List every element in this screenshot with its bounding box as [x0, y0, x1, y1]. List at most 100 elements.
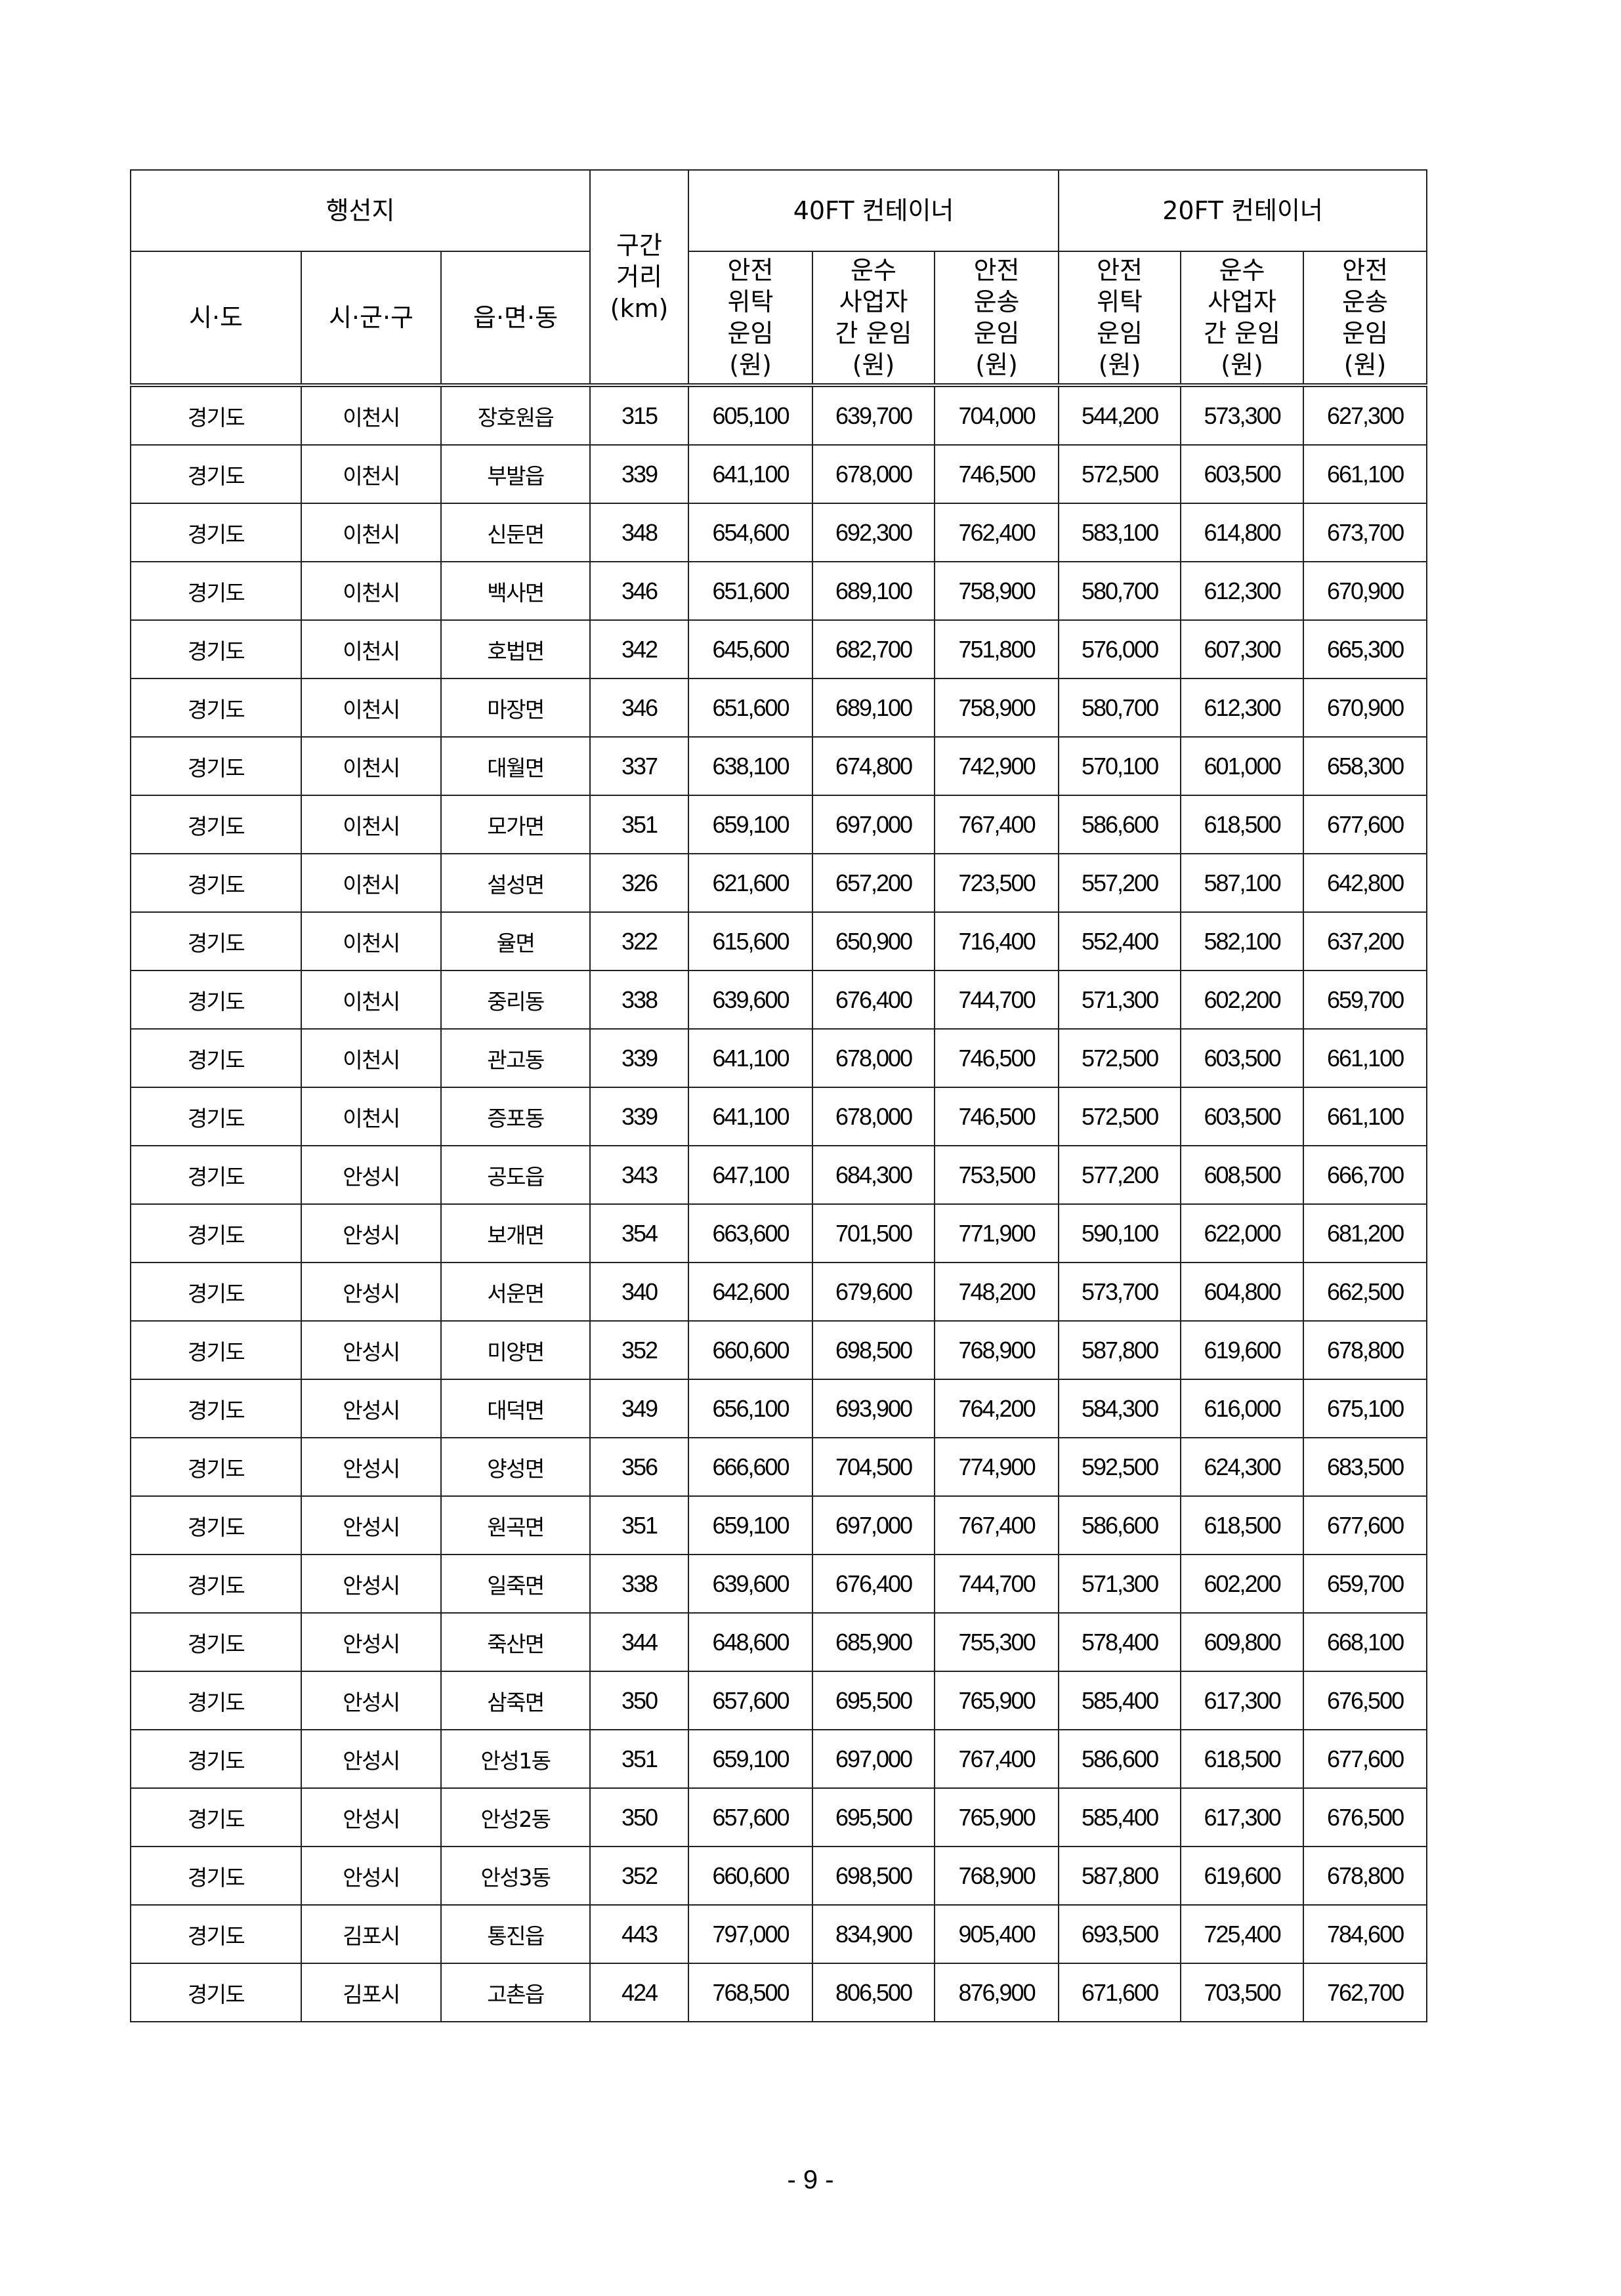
cell-sigungu: 이천시 — [301, 853, 442, 913]
freight-rate-table: 행선지 구간 거리 (km) 40FT 컨테이너 20FT 컨테이너 시·도 시… — [129, 169, 1428, 2022]
cell-sigungu: 이천시 — [301, 444, 442, 504]
cell-distance: 352 — [589, 1846, 690, 1906]
cell-20ft-carrier-between: 602,200 — [1180, 1554, 1305, 1614]
cell-40ft-safety-consign: 621,600 — [688, 853, 814, 913]
cell-20ft-safety-consign: 592,500 — [1058, 1437, 1182, 1497]
cell-40ft-safety-transport: 753,500 — [934, 1145, 1060, 1205]
cell-20ft-carrier-between: 607,300 — [1180, 619, 1305, 679]
cell-20ft-safety-consign: 585,400 — [1058, 1671, 1182, 1730]
cell-20ft-carrier-between: 617,300 — [1180, 1787, 1305, 1847]
cell-40ft-carrier-between: 693,900 — [812, 1379, 936, 1438]
table-row: 경기도 안성시 양성면 356 666,600 704,500 774,900 592,500… — [130, 1437, 1428, 1497]
cell-40ft-safety-consign: 656,100 — [688, 1379, 814, 1438]
cell-20ft-safety-transport: 675,100 — [1303, 1379, 1428, 1438]
cell-40ft-safety-transport: 755,300 — [934, 1612, 1060, 1672]
cell-20ft-safety-transport: 677,600 — [1303, 795, 1428, 854]
page-number: - 9 - — [787, 2165, 834, 2194]
cell-40ft-carrier-between: 704,500 — [812, 1437, 936, 1497]
cell-40ft-carrier-between: 678,000 — [812, 1028, 936, 1088]
cell-40ft-safety-consign: 645,600 — [688, 619, 814, 679]
cell-40ft-safety-transport: 768,900 — [934, 1320, 1060, 1380]
cell-40ft-safety-transport: 744,700 — [934, 970, 1060, 1030]
header-eupmyeondong: 읍·면·동 — [440, 251, 591, 387]
cell-sido: 경기도 — [130, 1028, 302, 1088]
cell-40ft-carrier-between: 701,500 — [812, 1203, 936, 1263]
cell-distance: 354 — [589, 1203, 690, 1263]
cell-sido: 경기도 — [130, 1554, 302, 1614]
cell-20ft-carrier-between: 725,400 — [1180, 1904, 1305, 1964]
cell-sigungu: 안성시 — [301, 1437, 442, 1497]
table-row: 경기도 이천시 율면 322 615,600 650,900 716,400 552,400 5… — [130, 911, 1428, 971]
cell-eupmyeondong: 통진읍 — [440, 1904, 591, 1964]
cell-eupmyeondong: 장호원읍 — [440, 385, 591, 446]
cell-40ft-safety-transport: 765,900 — [934, 1787, 1060, 1847]
cell-eupmyeondong: 공도읍 — [440, 1145, 591, 1205]
cell-eupmyeondong: 모가면 — [440, 795, 591, 854]
cell-40ft-safety-transport: 744,700 — [934, 1554, 1060, 1614]
cell-20ft-safety-transport: 762,700 — [1303, 1963, 1428, 2022]
cell-40ft-safety-transport: 723,500 — [934, 853, 1060, 913]
cell-sigungu: 안성시 — [301, 1203, 442, 1263]
cell-20ft-carrier-between: 603,500 — [1180, 444, 1305, 504]
cell-40ft-carrier-between: 674,800 — [812, 736, 936, 796]
cell-sido: 경기도 — [130, 1145, 302, 1205]
cell-20ft-safety-transport: 676,500 — [1303, 1787, 1428, 1847]
cell-20ft-safety-consign: 578,400 — [1058, 1612, 1182, 1672]
cell-sigungu: 이천시 — [301, 619, 442, 679]
table-row: 경기도 김포시 고촌읍 424 768,500 806,500 876,900 671,600… — [130, 1963, 1428, 2022]
cell-distance: 339 — [589, 1087, 690, 1146]
cell-distance: 337 — [589, 736, 690, 796]
cell-20ft-safety-consign: 572,500 — [1058, 444, 1182, 504]
cell-sido: 경기도 — [130, 970, 302, 1030]
cell-sigungu: 안성시 — [301, 1787, 442, 1847]
header-40ft-safety-consign: 안전 위탁 운임 (원) — [688, 251, 814, 387]
cell-20ft-safety-transport: 661,100 — [1303, 444, 1428, 504]
cell-eupmyeondong: 호법면 — [440, 619, 591, 679]
cell-40ft-carrier-between: 657,200 — [812, 853, 936, 913]
cell-40ft-safety-consign: 663,600 — [688, 1203, 814, 1263]
cell-20ft-safety-consign: 580,700 — [1058, 561, 1182, 621]
cell-40ft-safety-transport: 746,500 — [934, 1028, 1060, 1088]
cell-40ft-safety-consign: 660,600 — [688, 1846, 814, 1906]
header-20ft-safety-consign: 안전 위탁 운임 (원) — [1058, 251, 1182, 387]
cell-sigungu: 이천시 — [301, 385, 442, 446]
cell-40ft-safety-transport: 716,400 — [934, 911, 1060, 971]
cell-20ft-carrier-between: 608,500 — [1180, 1145, 1305, 1205]
cell-20ft-safety-consign: 587,800 — [1058, 1320, 1182, 1380]
cell-20ft-safety-consign: 544,200 — [1058, 385, 1182, 446]
cell-20ft-safety-transport: 661,100 — [1303, 1087, 1428, 1146]
cell-eupmyeondong: 부발읍 — [440, 444, 591, 504]
cell-distance: 344 — [589, 1612, 690, 1672]
cell-40ft-safety-consign: 654,600 — [688, 503, 814, 562]
cell-sigungu: 안성시 — [301, 1846, 442, 1906]
cell-40ft-carrier-between: 682,700 — [812, 619, 936, 679]
cell-distance: 443 — [589, 1904, 690, 1964]
cell-distance: 352 — [589, 1320, 690, 1380]
cell-40ft-safety-consign: 768,500 — [688, 1963, 814, 2022]
cell-eupmyeondong: 대덕면 — [440, 1379, 591, 1438]
cell-eupmyeondong: 원곡면 — [440, 1495, 591, 1555]
cell-40ft-safety-transport: 748,200 — [934, 1262, 1060, 1322]
cell-distance: 349 — [589, 1379, 690, 1438]
cell-40ft-safety-transport: 767,400 — [934, 1729, 1060, 1789]
cell-eupmyeondong: 삼죽면 — [440, 1671, 591, 1730]
cell-sigungu: 안성시 — [301, 1379, 442, 1438]
cell-40ft-carrier-between: 806,500 — [812, 1963, 936, 2022]
cell-distance: 424 — [589, 1963, 690, 2022]
cell-distance: 322 — [589, 911, 690, 971]
cell-20ft-carrier-between: 603,500 — [1180, 1028, 1305, 1088]
cell-40ft-safety-consign: 657,600 — [688, 1787, 814, 1847]
cell-20ft-safety-consign: 586,600 — [1058, 795, 1182, 854]
cell-20ft-safety-transport: 676,500 — [1303, 1671, 1428, 1730]
table-row: 경기도 안성시 안성3동 352 660,600 698,500 768,900 587,80… — [130, 1846, 1428, 1906]
cell-20ft-safety-consign: 585,400 — [1058, 1787, 1182, 1847]
cell-20ft-carrier-between: 609,800 — [1180, 1612, 1305, 1672]
cell-40ft-safety-consign: 651,600 — [688, 561, 814, 621]
cell-20ft-safety-transport: 677,600 — [1303, 1729, 1428, 1789]
cell-distance: 351 — [589, 1729, 690, 1789]
header-40ft: 40FT 컨테이너 — [688, 169, 1060, 252]
cell-sigungu: 안성시 — [301, 1320, 442, 1380]
cell-40ft-carrier-between: 678,000 — [812, 1087, 936, 1146]
cell-sido: 경기도 — [130, 561, 302, 621]
cell-20ft-carrier-between: 622,000 — [1180, 1203, 1305, 1263]
